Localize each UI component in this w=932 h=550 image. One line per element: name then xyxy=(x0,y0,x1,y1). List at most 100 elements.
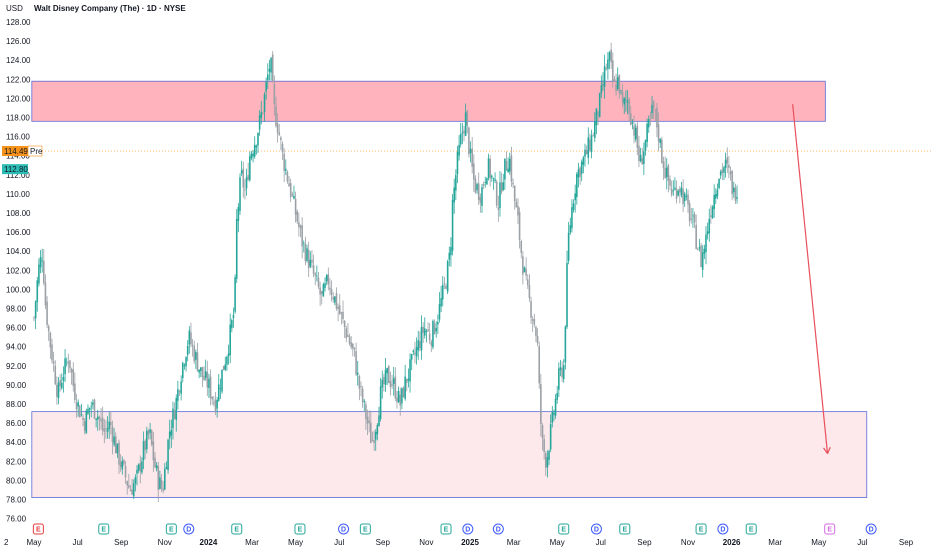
candle-body xyxy=(289,183,292,198)
candle xyxy=(181,361,184,383)
candle-body xyxy=(231,320,233,329)
event-label: D xyxy=(594,527,599,534)
candle xyxy=(445,283,447,290)
candle-body xyxy=(141,461,143,473)
candle xyxy=(387,364,390,384)
candle xyxy=(486,177,488,185)
candle-body xyxy=(468,127,470,155)
candle xyxy=(644,139,647,156)
candle xyxy=(74,372,76,404)
candle xyxy=(101,406,104,436)
candle xyxy=(453,178,455,214)
x-tick-label: May xyxy=(288,538,303,547)
candle-body xyxy=(298,222,300,228)
candle-body xyxy=(87,409,89,414)
candle-body xyxy=(222,365,225,371)
candle-body xyxy=(144,440,146,451)
x-tick-label: Jul xyxy=(72,538,82,547)
candle-body xyxy=(528,284,531,299)
candle-body xyxy=(284,168,287,171)
candle-body xyxy=(644,139,647,151)
candle xyxy=(594,112,596,143)
candle xyxy=(580,159,583,182)
candle xyxy=(136,465,138,486)
candle-body xyxy=(57,382,60,399)
candle-body xyxy=(571,207,573,229)
current-price-value: 114.49 xyxy=(4,147,28,156)
candle-body xyxy=(293,195,295,199)
candle-body xyxy=(75,402,78,410)
candle-body xyxy=(466,110,469,126)
candle xyxy=(103,419,106,444)
candle xyxy=(373,430,375,451)
candle-body xyxy=(371,439,374,441)
candle xyxy=(119,454,122,472)
candle-body xyxy=(258,115,261,130)
candle-body xyxy=(379,386,382,419)
candle-body xyxy=(432,320,434,348)
candle-body xyxy=(646,123,648,142)
candle-body xyxy=(322,284,325,297)
y-axis[interactable]: 128.00 126.00 124.00 122.00 120.00 118.00 116.… xyxy=(6,18,31,524)
candle-body xyxy=(384,369,387,385)
candle-body xyxy=(615,84,617,92)
candle xyxy=(288,175,290,187)
y-tick-label: 94.00 xyxy=(6,343,27,352)
candle xyxy=(723,165,725,181)
candle-body xyxy=(219,387,222,389)
candle xyxy=(466,110,469,134)
candle xyxy=(350,336,352,350)
candle xyxy=(376,423,379,441)
candle xyxy=(692,207,694,228)
candle-body xyxy=(239,177,241,211)
candle-body xyxy=(505,161,508,171)
candle-body xyxy=(64,358,66,375)
candle-body xyxy=(592,135,594,137)
candle xyxy=(404,364,406,401)
candle-body xyxy=(65,361,68,363)
candle-body xyxy=(580,161,583,174)
candle-body xyxy=(471,148,473,167)
candle-body xyxy=(670,189,673,195)
candle xyxy=(710,204,712,224)
candle xyxy=(625,90,627,112)
candle-body xyxy=(507,168,509,173)
earnings-marker: E xyxy=(294,523,306,535)
candle xyxy=(402,386,405,398)
candle xyxy=(211,396,214,405)
candle xyxy=(518,207,521,249)
candle-body xyxy=(116,443,119,454)
candle-body xyxy=(110,421,112,426)
candle-body xyxy=(311,259,313,263)
candle xyxy=(613,75,616,83)
candle xyxy=(90,401,93,418)
candle xyxy=(736,185,738,204)
candle-body xyxy=(651,104,653,114)
candle-body xyxy=(544,453,547,468)
x-axis[interactable]: 2 May Jul Sep Nov 2024 Mar May Jul Sep Nov 2025 Mar M… xyxy=(4,538,914,547)
x-tick-label: May xyxy=(550,538,565,547)
candle xyxy=(353,347,356,357)
candle xyxy=(286,170,289,184)
candle-body xyxy=(47,326,50,332)
candle-body xyxy=(530,301,532,318)
candle xyxy=(664,156,666,179)
candle-body xyxy=(237,206,240,221)
candle xyxy=(327,267,330,291)
candle-body xyxy=(126,481,128,486)
candle xyxy=(682,179,684,213)
candle-body xyxy=(456,151,459,175)
candle xyxy=(479,193,482,213)
candle-body xyxy=(553,412,555,415)
candle-body xyxy=(44,282,47,306)
candle-body xyxy=(312,265,315,274)
candle xyxy=(582,155,585,174)
candle xyxy=(219,378,222,399)
x-tick-label: Jul xyxy=(596,538,606,547)
candle xyxy=(605,63,608,71)
candle xyxy=(708,208,711,242)
candle xyxy=(343,319,346,338)
candle-body xyxy=(489,158,491,179)
